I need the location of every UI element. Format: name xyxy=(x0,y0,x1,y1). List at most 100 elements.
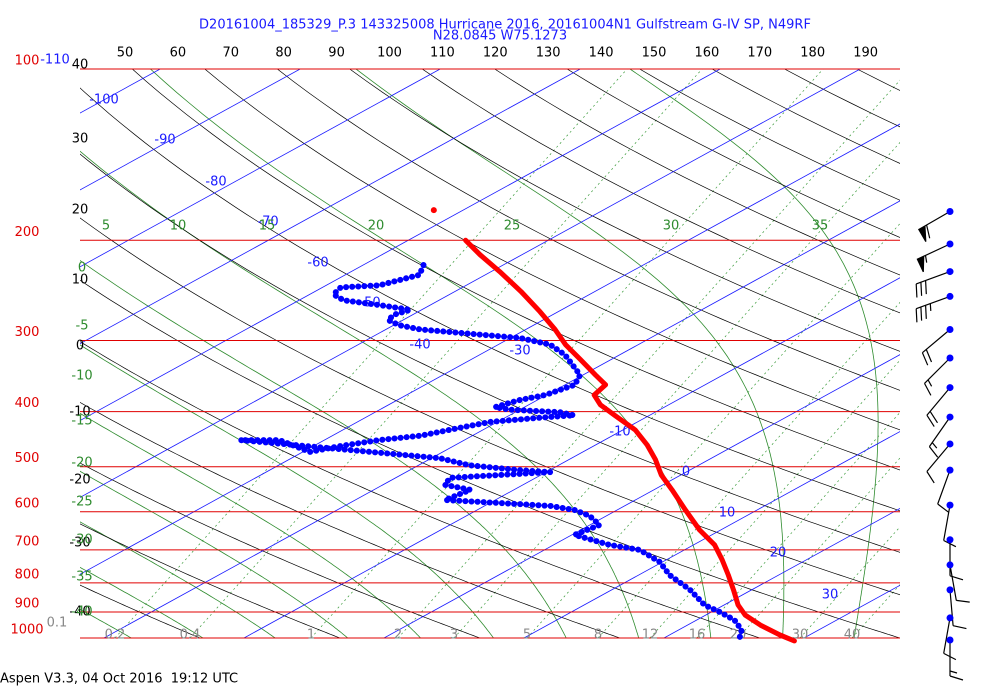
wind-barb-dot xyxy=(946,268,954,276)
y-tick-label: 1000 xyxy=(10,623,43,638)
y-tick-label: 300 xyxy=(15,325,40,340)
moist-adiabat xyxy=(0,56,82,650)
mixing-ratio-label: 0.1 xyxy=(47,616,68,631)
moist-adiabat-label: 5 xyxy=(102,219,110,234)
x-tick-label: 80 xyxy=(275,46,292,61)
mixing-ratio-label: 12 xyxy=(642,628,659,643)
moist-adiabat xyxy=(80,566,204,638)
dry-adiabat xyxy=(80,153,900,553)
wind-barb xyxy=(937,469,951,513)
dry-adiabat xyxy=(566,69,900,238)
wind-barb-dot xyxy=(946,413,954,421)
isotherm xyxy=(80,69,721,421)
dry-adiabat xyxy=(131,69,900,471)
isotherm xyxy=(523,431,900,638)
dry-adiabat-label: 10 xyxy=(72,273,89,288)
dry-adiabat-label: -30 xyxy=(69,536,90,551)
moist-adiabat xyxy=(80,412,422,638)
isotherm-label: -110 xyxy=(40,53,70,68)
temperature-profile xyxy=(463,237,797,644)
dry-adiabat-label: -20 xyxy=(69,473,90,488)
mixing-ratio-label: 0.4 xyxy=(180,628,201,643)
mixing-ratio-label: 30 xyxy=(792,628,809,643)
wind-barb-dot xyxy=(946,636,954,644)
moist-adiabat-label: 30 xyxy=(663,219,680,234)
isotherm-label: -70 xyxy=(257,215,278,230)
y-tick-label: 200 xyxy=(15,225,40,240)
chart-subtitle: N28.0845 W75.1273 xyxy=(433,29,567,44)
moist-adiabat-label: -25 xyxy=(71,495,92,510)
x-tick-label: 160 xyxy=(694,46,719,61)
mixing-ratio-line xyxy=(397,79,900,638)
moist-adiabat-label: -30 xyxy=(71,533,92,548)
wind-barb-dot xyxy=(946,586,954,594)
moist-adiabat xyxy=(80,470,349,638)
y-tick-label: 900 xyxy=(15,596,40,611)
mixing-ratio-label: 5 xyxy=(523,628,531,643)
mixing-ratio-label: 16 xyxy=(689,628,706,643)
wind-barb xyxy=(926,387,951,427)
moist-adiabat-label: -10 xyxy=(71,369,92,384)
wind-barb xyxy=(949,640,964,681)
dry-adiabat xyxy=(638,69,900,201)
dry-adiabat-label: 0 xyxy=(76,339,84,354)
dry-adiabat xyxy=(783,69,900,128)
dry-adiabat xyxy=(80,217,900,596)
isotherm-label: 0 xyxy=(682,465,690,480)
x-tick-label: 90 xyxy=(328,46,345,61)
moist-adiabat xyxy=(80,150,640,638)
moist-adiabat xyxy=(80,608,133,638)
isotherm-label: 10 xyxy=(719,506,736,521)
x-tick-label: 110 xyxy=(430,46,455,61)
isotherm-label: -40 xyxy=(409,338,430,353)
wind-barb-dot xyxy=(946,614,954,622)
x-tick-label: 50 xyxy=(117,46,134,61)
dry-adiabat-label: 40 xyxy=(72,58,89,73)
wind-barb-dot xyxy=(946,440,954,448)
y-tick-label: 700 xyxy=(15,534,40,549)
isotherm xyxy=(80,69,861,498)
wind-barb xyxy=(949,589,967,630)
moist-adiabat-label: 0 xyxy=(78,261,86,276)
dry-adiabat xyxy=(80,279,900,638)
wind-barb-dot xyxy=(946,207,954,215)
wind-barb-dot xyxy=(946,354,954,362)
dry-adiabat-label: 20 xyxy=(72,203,89,218)
y-tick-label: 600 xyxy=(15,496,40,511)
x-tick-label: 140 xyxy=(589,46,614,61)
y-tick-label: 400 xyxy=(15,396,40,411)
moist-adiabat-label: -5 xyxy=(76,319,89,334)
dry-adiabat xyxy=(80,462,481,638)
y-tick-label: 500 xyxy=(15,451,40,466)
wind-barb xyxy=(917,210,951,242)
wind-barb xyxy=(923,357,951,396)
y-tick-label: 800 xyxy=(15,567,40,582)
dry-adiabat xyxy=(856,69,900,91)
moist-adiabat-label: -40 xyxy=(71,605,92,620)
moist-adiabat xyxy=(355,69,785,638)
x-tick-label: 120 xyxy=(483,46,508,61)
dry-adiabat xyxy=(80,584,201,638)
isotherm xyxy=(80,69,301,191)
moist-adiabat-label: 35 xyxy=(812,219,829,234)
isotherm xyxy=(944,69,1000,638)
moist-adiabat-label: -20 xyxy=(71,456,92,471)
x-tick-label: 190 xyxy=(853,46,878,61)
x-tick-label: 60 xyxy=(170,46,187,61)
moist-adiabat xyxy=(80,521,276,638)
moist-adiabat-label: 20 xyxy=(368,219,385,234)
dry-adiabat xyxy=(80,523,341,638)
mixing-ratio-label: 2 xyxy=(394,628,402,643)
wind-barb-dot xyxy=(946,536,954,544)
dry-adiabat xyxy=(80,341,762,638)
moist-adiabat-label: 25 xyxy=(504,219,521,234)
x-tick-label: 100 xyxy=(377,46,402,61)
dry-adiabat xyxy=(80,401,622,638)
mixing-ratio-line xyxy=(649,359,900,638)
moist-adiabat-label: -15 xyxy=(71,414,92,429)
wind-barb-dot xyxy=(946,501,954,509)
dry-adiabat-label: 30 xyxy=(72,132,89,147)
mixing-ratio-line xyxy=(453,141,900,638)
wind-barb-dot xyxy=(946,384,954,392)
